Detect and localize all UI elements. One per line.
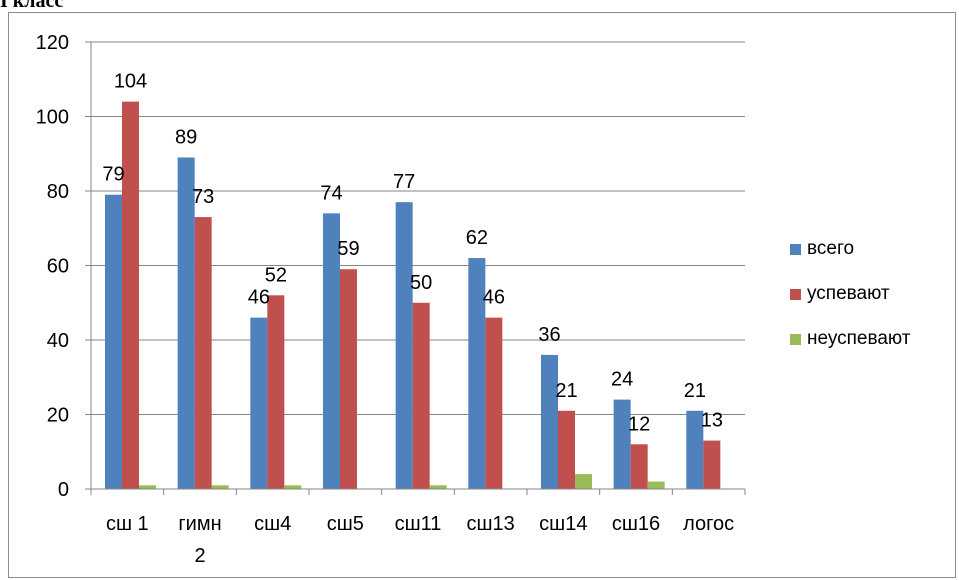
bar-1-4 — [412, 302, 430, 489]
bar-0-0 — [105, 194, 122, 489]
bar-0-7 — [613, 399, 631, 489]
data-label-0-2: 46 — [248, 287, 270, 309]
bar-1-6 — [558, 410, 575, 489]
data-label-0-8: 21 — [684, 380, 706, 402]
bar-1-5 — [485, 317, 503, 489]
y-tick-label-2: 40 — [47, 330, 69, 352]
chart-heading: I класс — [0, 0, 64, 12]
data-label-0-0: 79 — [102, 164, 124, 186]
x-tick-label-5: сш13 — [467, 513, 515, 535]
bar-0-3 — [323, 213, 340, 489]
x-tick-label-4: сш11 — [395, 513, 442, 535]
legend-swatch-neuspevayut — [790, 333, 801, 345]
data-label-0-3: 74 — [320, 182, 342, 204]
data-label-0-7: 24 — [611, 369, 633, 391]
bar-0-5 — [468, 258, 486, 489]
legend-item-neuspevayut: неуспевают — [790, 328, 910, 350]
bar-1-1 — [194, 217, 212, 489]
data-label-0-4: 77 — [393, 171, 415, 193]
bar-1-0 — [122, 101, 139, 489]
data-label-1-2: 52 — [265, 264, 287, 286]
y-tick-label-3: 60 — [47, 256, 69, 278]
legend-swatch-vsego — [790, 243, 801, 255]
legend-item-vsego: всего — [790, 238, 910, 260]
bar-2-1 — [211, 485, 229, 489]
x-tick-label-8: логос — [683, 513, 734, 535]
y-tick-label-4: 80 — [47, 181, 69, 203]
data-label-0-1: 89 — [175, 126, 197, 148]
bar-1-2 — [267, 295, 285, 489]
bar-0-2 — [250, 317, 268, 489]
y-tick-label-6: 120 — [36, 32, 69, 54]
bar-0-8 — [686, 410, 704, 489]
y-tick-label-1: 20 — [47, 405, 69, 427]
legend-swatch-uspevayut — [790, 288, 801, 300]
data-label-1-1: 73 — [192, 186, 214, 208]
bar-0-4 — [395, 202, 413, 490]
bar-1-7 — [630, 444, 648, 489]
legend-label-neuspevayut: неуспевают — [807, 328, 911, 349]
data-label-1-5: 46 — [483, 287, 505, 309]
x-tick-label-2: сш4 — [254, 513, 291, 535]
data-label-1-0: 104 — [114, 71, 147, 93]
y-tick-label-0: 0 — [58, 479, 69, 501]
bar-0-1 — [177, 157, 195, 489]
bar-2-6 — [575, 474, 592, 489]
bar-1-3 — [340, 269, 357, 489]
bar-2-0 — [139, 485, 156, 489]
data-label-1-3: 59 — [337, 238, 359, 260]
data-label-1-6: 21 — [555, 380, 577, 402]
x-tick-label-0: сш 1 — [106, 513, 149, 535]
data-label-0-6: 36 — [538, 324, 560, 346]
x-tick-label-6: сш14 — [539, 513, 587, 535]
legend-label-uspevayut: успевают — [807, 283, 890, 304]
x-tick-label-3: сш5 — [327, 513, 364, 535]
legend-item-uspevayut: успевают — [790, 283, 910, 305]
bar-0-6 — [541, 354, 558, 489]
y-tick-label-5: 100 — [36, 107, 69, 129]
bar-2-2 — [284, 485, 302, 489]
data-label-1-7: 12 — [628, 413, 650, 435]
legend-label-vsego: всего — [807, 238, 855, 259]
data-label-0-5: 62 — [466, 227, 488, 249]
bar-2-4 — [429, 485, 447, 489]
data-label-1-8: 13 — [701, 410, 723, 432]
x-tick-label-7: сш16 — [612, 513, 660, 535]
bar-1-8 — [703, 440, 721, 489]
data-label-1-4: 50 — [410, 272, 432, 294]
bar-2-7 — [647, 481, 665, 489]
legend: всего успевают неуспевают — [790, 238, 910, 373]
x-tick-label-1: гимн 2 — [178, 513, 221, 567]
